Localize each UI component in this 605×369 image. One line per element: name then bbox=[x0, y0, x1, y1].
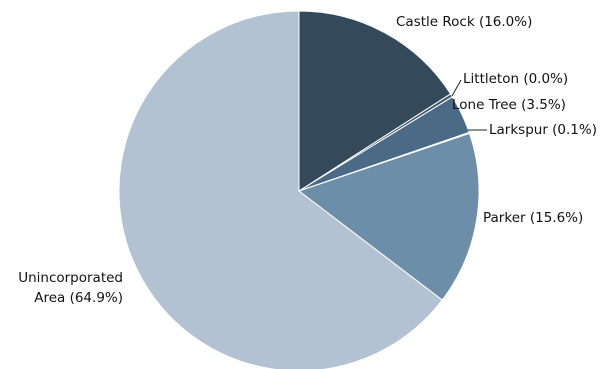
leader-line-1 bbox=[451, 79, 462, 97]
slice-label-2: Lone Tree (3.5%) bbox=[452, 97, 566, 113]
slice-label-0: Castle Rock (16.0%) bbox=[396, 14, 532, 30]
leader-lines-layer bbox=[451, 79, 487, 131]
slice-label-3: Larkspur (0.1%) bbox=[489, 122, 597, 138]
pie-slice-0 bbox=[298, 10, 452, 192]
pie-slice-4 bbox=[297, 132, 480, 301]
slice-label-1: Littleton (0.0%) bbox=[463, 71, 568, 87]
slice-label-4: Parker (15.6%) bbox=[483, 210, 583, 226]
pie-slice-5 bbox=[118, 10, 443, 369]
slice-label-5: Unincorporated Area (64.9%) bbox=[18, 270, 123, 306]
slices-layer bbox=[118, 10, 480, 369]
labels-layer: Castle Rock (16.0%) Littleton (0.0%) Lone … bbox=[18, 14, 597, 306]
